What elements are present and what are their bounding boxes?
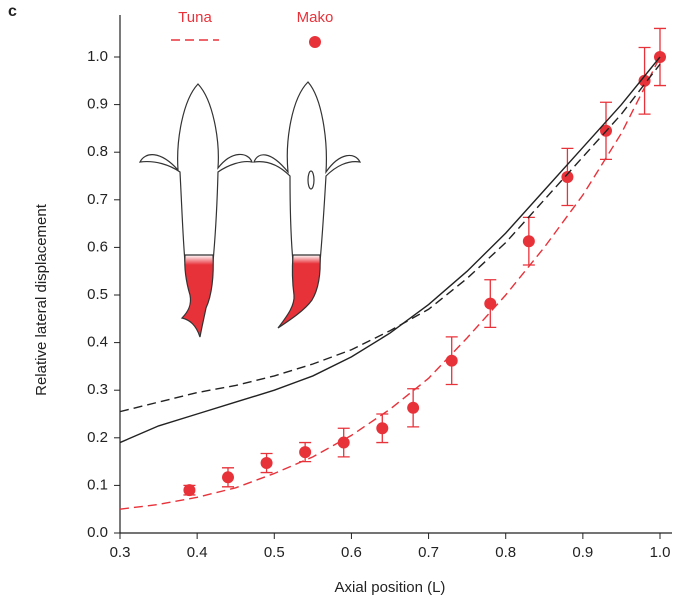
tuna-fish-tail [180, 254, 214, 338]
y-tick-label: 0.8 [87, 143, 108, 160]
panel-label: c [8, 3, 17, 20]
data-point [522, 235, 535, 248]
y-tick-label: 0.6 [87, 238, 108, 255]
y-tick-label: 0.4 [87, 334, 108, 351]
x-tick-label: 1.0 [650, 544, 671, 561]
y-tick-label: 0.3 [87, 381, 108, 398]
curve [119, 63, 661, 413]
y-tick-label: 0.9 [87, 96, 108, 113]
data-point [222, 471, 234, 484]
fish-illustrations [138, 81, 362, 338]
data-point [299, 446, 312, 459]
data-point [638, 74, 651, 87]
legend-marker [309, 36, 321, 48]
x-tick-label: 0.6 [341, 544, 362, 561]
curve [119, 56, 661, 510]
data-point [260, 457, 273, 470]
data-point [484, 297, 497, 310]
x-tick-label: 0.5 [264, 544, 285, 561]
data-point [376, 422, 389, 435]
x-tick-label: 0.9 [572, 544, 593, 561]
tuna-fish-body [138, 83, 253, 263]
x-tick-label: 0.8 [495, 544, 516, 561]
data-point [445, 354, 458, 367]
mako-fish-body [253, 81, 362, 263]
data-point [183, 484, 196, 497]
data-point [337, 436, 350, 449]
mako-fish-tail [277, 254, 321, 329]
y-tick-label: 0.0 [87, 524, 108, 541]
data-point [407, 401, 420, 414]
x-tick-label: 0.3 [110, 544, 131, 561]
y-tick-label: 0.7 [87, 191, 108, 208]
data-point [561, 170, 574, 183]
y-tick-label: 1.0 [87, 48, 108, 65]
legend-label: Tuna [178, 9, 212, 26]
y-tick-label: 0.1 [87, 476, 108, 493]
x-axis-label: Axial position (L) [335, 579, 446, 596]
y-tick-label: 0.2 [87, 429, 108, 446]
y-axis-label: Relative lateral displacement [33, 203, 50, 396]
curve [119, 56, 661, 444]
y-tick-label: 0.5 [87, 286, 108, 303]
x-tick-label: 0.4 [187, 544, 208, 561]
legend-label: Mako [297, 9, 334, 26]
mako-fin-mark [307, 170, 315, 190]
x-tick-label: 0.7 [418, 544, 439, 561]
